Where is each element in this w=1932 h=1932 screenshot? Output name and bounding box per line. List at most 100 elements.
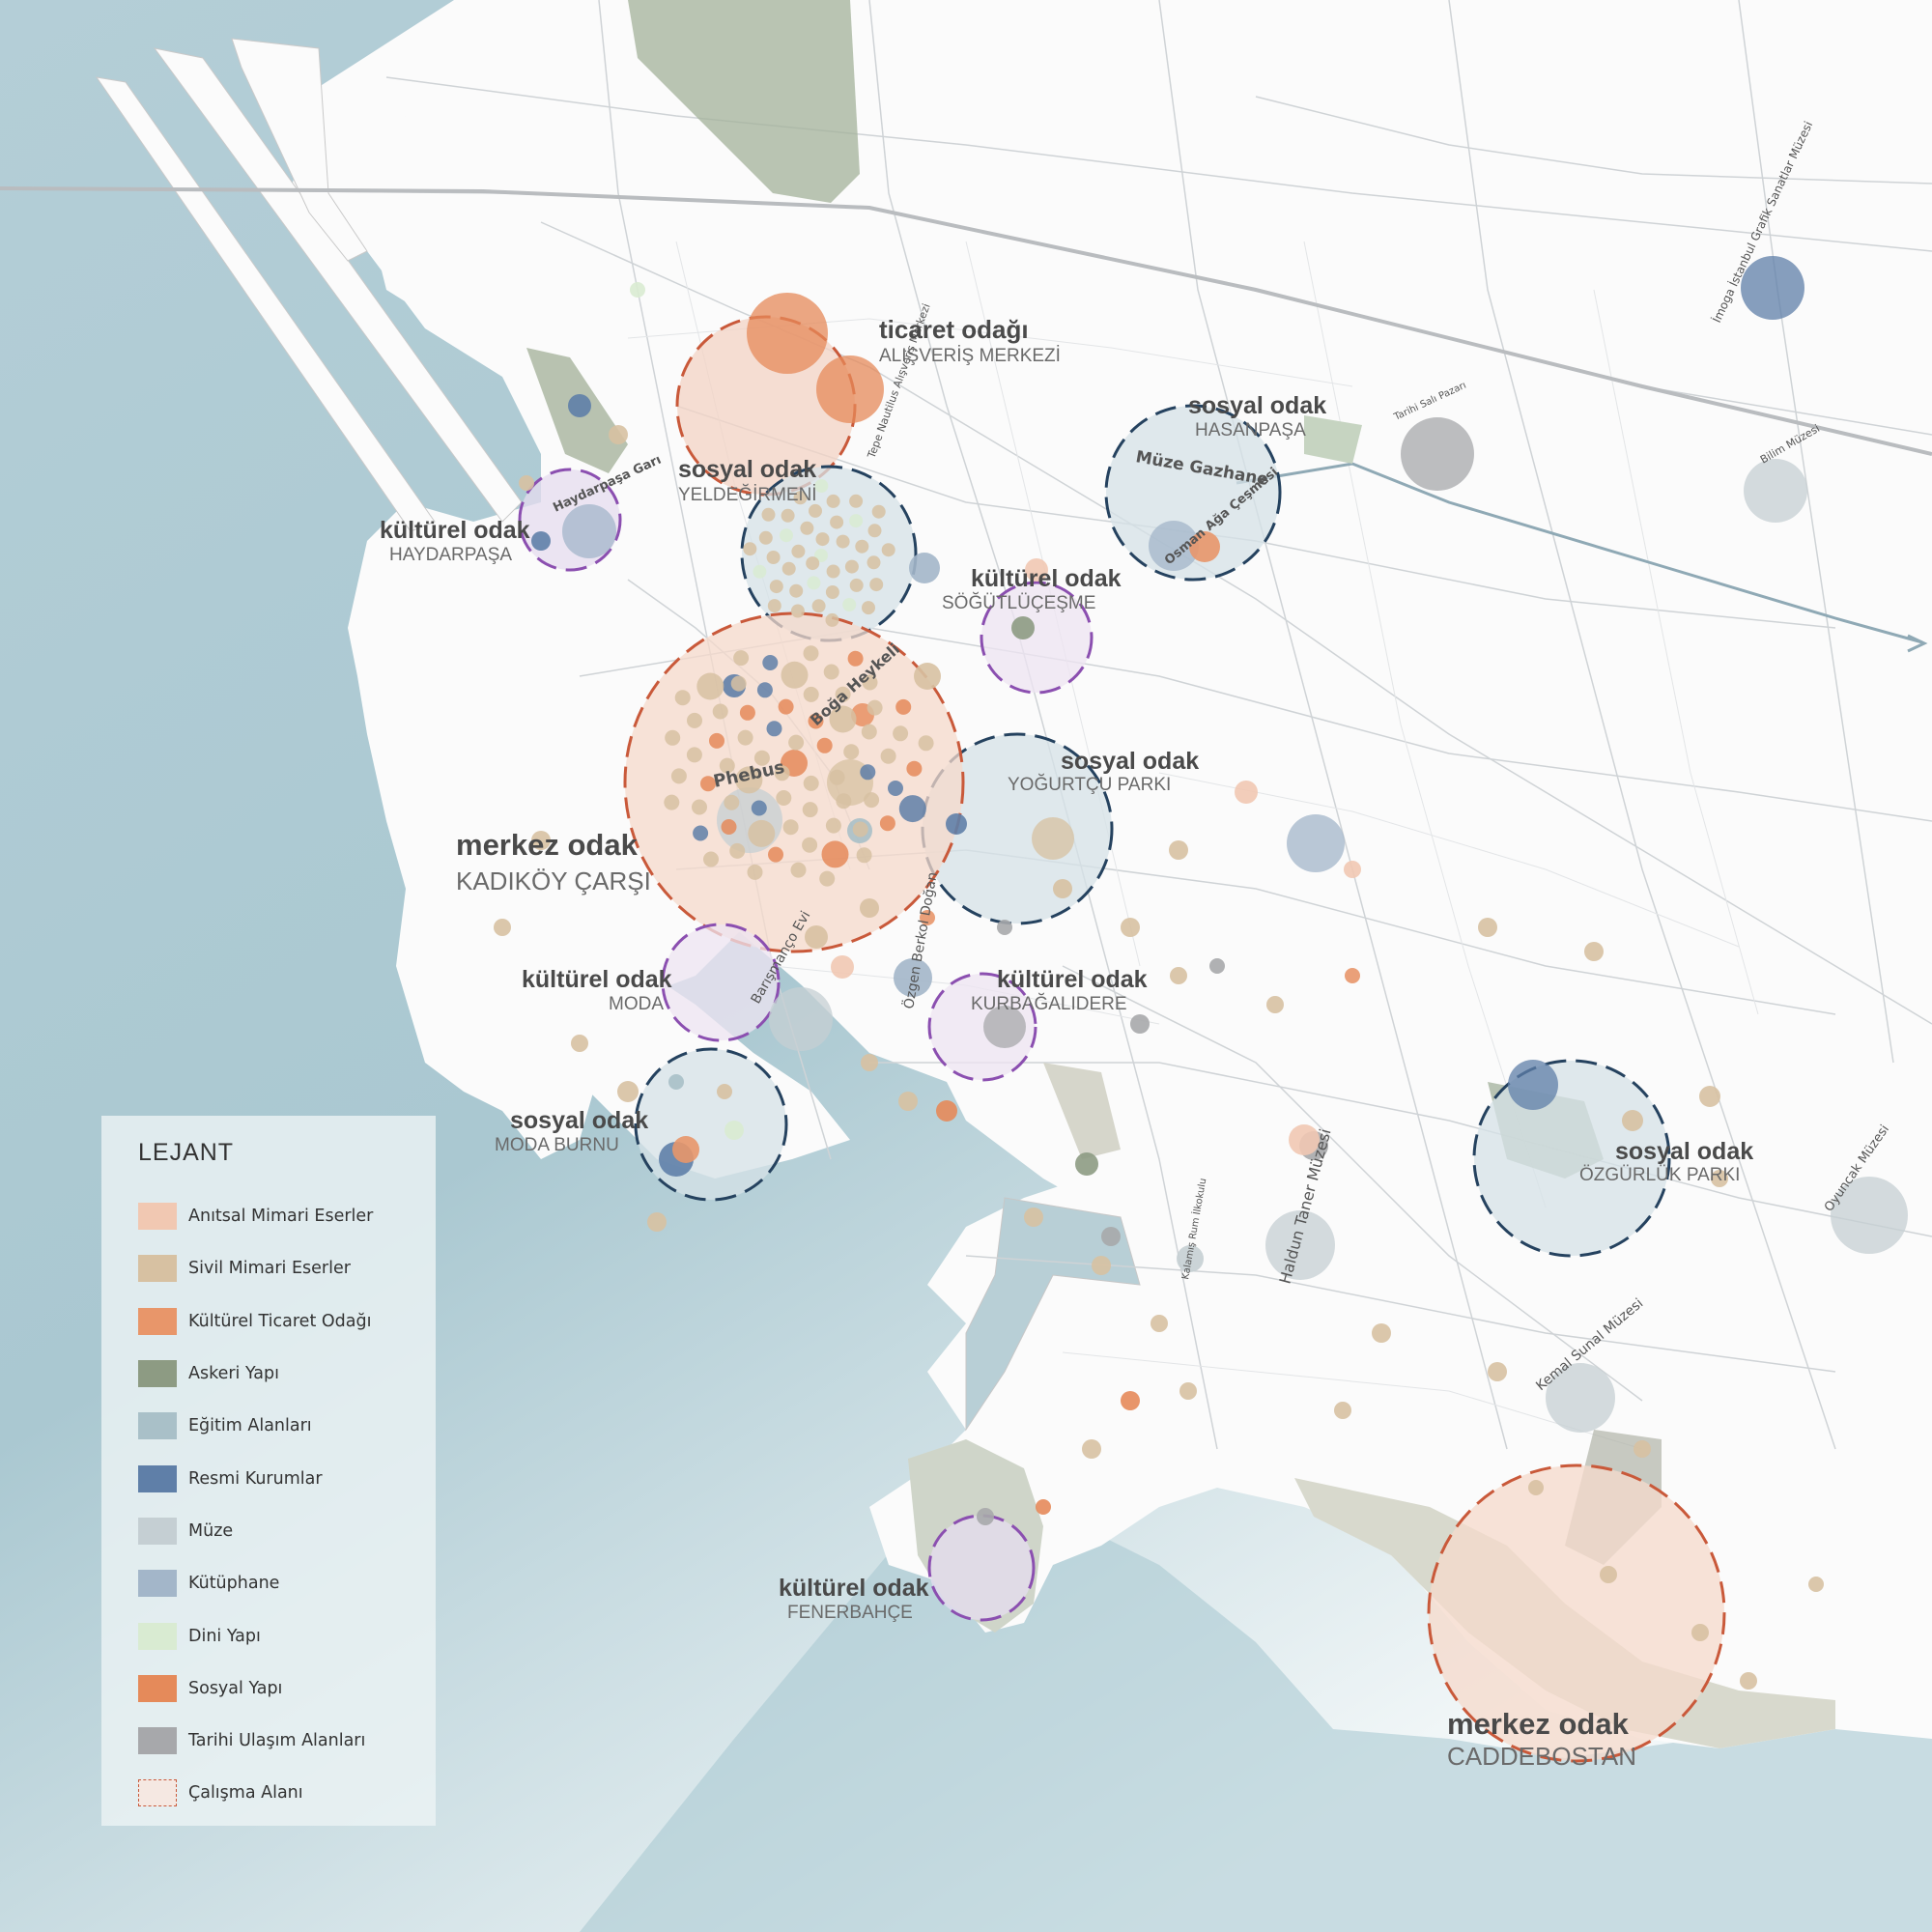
poi-dot bbox=[756, 682, 773, 698]
poi-dot bbox=[766, 721, 782, 737]
poi-dot bbox=[811, 599, 826, 613]
poi-dot bbox=[776, 790, 792, 806]
poi-dot bbox=[1101, 1227, 1121, 1246]
poi-dot bbox=[1266, 996, 1284, 1013]
svg-text:MODA: MODA bbox=[609, 994, 664, 1014]
poi-dot bbox=[1334, 1402, 1351, 1419]
poi-dot bbox=[724, 1121, 744, 1140]
poi-dot bbox=[1600, 1566, 1617, 1583]
svg-text:kültürel odak: kültürel odak bbox=[380, 517, 530, 544]
svg-text:ticaret odağı: ticaret odağı bbox=[879, 315, 1029, 344]
poi-dot bbox=[751, 800, 767, 816]
poi-dot bbox=[647, 1212, 667, 1232]
legend-label: Sivil Mimari Eserler bbox=[188, 1259, 351, 1279]
poi-dot bbox=[814, 479, 829, 493]
poi-dot bbox=[767, 599, 781, 613]
poi-dot bbox=[686, 747, 702, 763]
poi-dot bbox=[1170, 967, 1187, 984]
poi-dot bbox=[852, 821, 868, 838]
focus-label-kurbagalidere: kültürel odak KURBAĞALIDERE bbox=[971, 966, 1148, 1014]
poi-dot bbox=[664, 794, 680, 810]
svg-text:HASANPAŞA: HASANPAŞA bbox=[1195, 420, 1306, 440]
poi-dot bbox=[1053, 879, 1072, 898]
poi-dot bbox=[1287, 814, 1345, 872]
poi-dot bbox=[747, 293, 828, 374]
poi-dot bbox=[733, 650, 750, 667]
green-area-stadium bbox=[1043, 1063, 1121, 1159]
poi-dot bbox=[856, 847, 872, 864]
marina bbox=[965, 1197, 1141, 1432]
poi-dot bbox=[800, 521, 814, 535]
svg-text:merkez odak: merkez odak bbox=[1447, 1707, 1630, 1741]
poi-dot bbox=[665, 729, 681, 746]
poi-dot bbox=[860, 764, 876, 781]
focus-circle bbox=[634, 1047, 788, 1202]
poi-dot bbox=[1372, 1323, 1391, 1343]
poi-dot bbox=[724, 794, 740, 810]
poi-dot bbox=[861, 1054, 878, 1071]
focus-labels: ticaret odağı ALIŞVERİŞ MERKEZİ sosyal o… bbox=[380, 315, 1753, 1771]
poi-dot bbox=[674, 690, 691, 706]
poi-dot bbox=[562, 504, 616, 558]
poi-dot bbox=[864, 792, 880, 809]
poi-dot bbox=[1584, 942, 1604, 961]
poi-dot bbox=[825, 612, 839, 627]
poi-dot bbox=[735, 766, 763, 794]
poi-dot bbox=[687, 712, 702, 728]
legend-item: Kültürel Ticaret Odağı bbox=[138, 1295, 436, 1348]
poi-dot bbox=[898, 795, 926, 823]
legend-label: Müze bbox=[188, 1520, 234, 1541]
poi-dot bbox=[855, 539, 869, 554]
poi-dot bbox=[781, 661, 809, 689]
poi-dot bbox=[823, 664, 839, 680]
focus-label-moda-burnu: sosyal odak MODA BURNU bbox=[495, 1107, 648, 1155]
poi-dot bbox=[871, 504, 886, 519]
poi-dot bbox=[672, 1136, 699, 1163]
poi-dot bbox=[788, 734, 805, 751]
poi-dot bbox=[1478, 918, 1497, 937]
svg-text:sosyal odak: sosyal odak bbox=[1615, 1138, 1753, 1165]
poi-dot bbox=[803, 775, 819, 791]
legend-swatch bbox=[138, 1255, 177, 1283]
poi-dot bbox=[1528, 1480, 1544, 1495]
poi-dot bbox=[709, 732, 724, 749]
legend-swatch bbox=[138, 1307, 177, 1335]
focus-label-fenerbahce: kültürel odak FENERBAHÇE bbox=[779, 1575, 929, 1623]
focus-circle bbox=[980, 581, 1094, 695]
svg-text:FENERBAHÇE: FENERBAHÇE bbox=[787, 1603, 913, 1623]
kurbagalidere-creek bbox=[1236, 462, 1923, 644]
poi-dot bbox=[790, 604, 805, 618]
legend-label: Çalışma Alanı bbox=[188, 1783, 303, 1804]
legend-label: Resmi Kurumlar bbox=[188, 1468, 323, 1489]
focus-circle bbox=[927, 1514, 1036, 1622]
focus-circle bbox=[1427, 1463, 1726, 1763]
poi-dot bbox=[836, 793, 852, 810]
poi-dot bbox=[849, 514, 864, 528]
poi-dot bbox=[717, 1084, 732, 1099]
poi-dot bbox=[869, 578, 884, 592]
svg-text:KADIKÖY ÇARŞI: KADIKÖY ÇARŞI bbox=[456, 867, 651, 895]
svg-text:ALIŞVERİŞ MERKEZİ: ALIŞVERİŞ MERKEZİ bbox=[879, 346, 1061, 366]
svg-text:KURBAĞALIDERE: KURBAĞALIDERE bbox=[971, 993, 1127, 1014]
focus-circle bbox=[1104, 404, 1282, 582]
green-area-hasanpasa bbox=[1304, 415, 1362, 464]
poi-dot bbox=[1075, 1152, 1098, 1176]
focus-label-alisveris: ticaret odağı ALIŞVERİŞ MERKEZİ bbox=[879, 315, 1061, 366]
poi-dot bbox=[1622, 1110, 1643, 1131]
svg-text:kültürel odak: kültürel odak bbox=[522, 966, 672, 993]
poi-dot bbox=[1092, 1256, 1111, 1275]
svg-text:merkez odak: merkez odak bbox=[456, 828, 639, 862]
poi-dot bbox=[737, 729, 753, 746]
poi-dot bbox=[821, 840, 849, 868]
legend-label: Sosyal Yapı bbox=[188, 1678, 283, 1698]
poi-dot bbox=[1177, 1245, 1204, 1272]
poi-dots bbox=[494, 256, 1908, 1690]
poi-dot bbox=[778, 698, 794, 715]
poi-dot bbox=[700, 776, 716, 792]
poi-dot bbox=[826, 494, 840, 508]
legend-item: Sosyal Yapı bbox=[138, 1662, 436, 1715]
legend-label: Kütüphane bbox=[188, 1574, 280, 1594]
legend-label: Kültürel Ticaret Odağı bbox=[188, 1311, 372, 1331]
poi-dot bbox=[1711, 1170, 1728, 1187]
svg-text:kültürel odak: kültürel odak bbox=[971, 565, 1122, 592]
